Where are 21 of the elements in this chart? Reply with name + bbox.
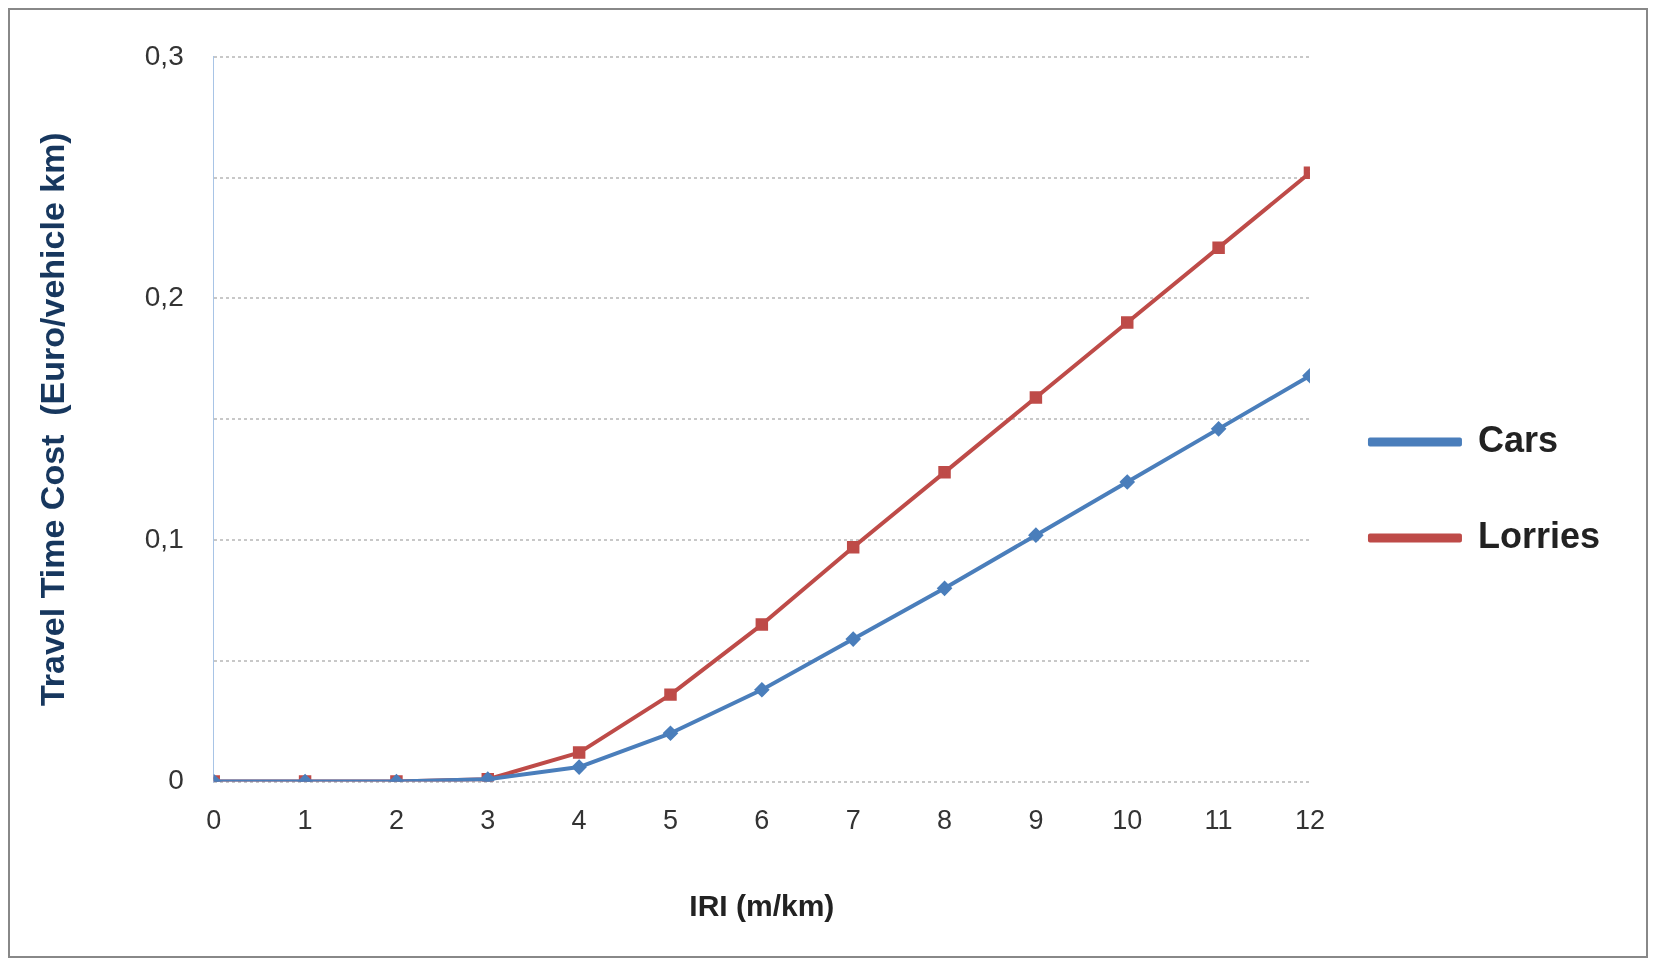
x-tick-label: 12 [1294, 805, 1325, 836]
y-tick-label: 0,3 [144, 39, 184, 71]
x-tick-label: 4 [571, 805, 587, 836]
y-tick-label: 0,2 [144, 281, 184, 313]
y-tick-label: 0 [168, 764, 184, 796]
y-tick-label: 0,1 [144, 522, 184, 554]
x-tick-label: 11 [1204, 805, 1233, 836]
y-axis-title: Travel Time Cost (Euro/vehicle km) [32, 132, 71, 707]
x-tick-label: 10 [1112, 805, 1143, 836]
x-tick-label: 7 [845, 805, 861, 836]
x-tick-label: 8 [937, 805, 953, 836]
legend-label: Lorries [1477, 514, 1600, 556]
x-tick-label: 3 [480, 805, 496, 836]
x-axis-title: IRI (m/km) [689, 889, 835, 923]
x-tick-label: 6 [754, 805, 770, 836]
x-tick-label: 1 [297, 805, 313, 836]
x-tick-label: 2 [388, 805, 404, 836]
x-tick-label: 0 [206, 805, 222, 836]
legend-label: Cars [1477, 418, 1559, 460]
x-tick-label: 5 [662, 805, 678, 836]
x-tick-label: 9 [1028, 805, 1044, 836]
